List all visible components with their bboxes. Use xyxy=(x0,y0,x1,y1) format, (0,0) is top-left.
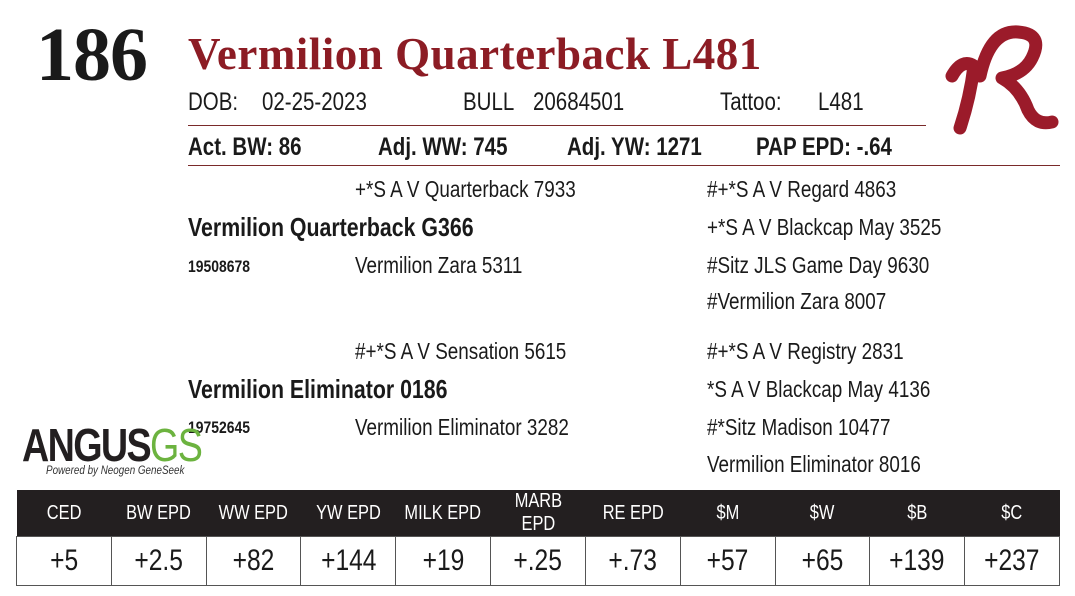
epd-header-text: MARB EPD xyxy=(514,490,562,535)
epd-header-text: $C xyxy=(1001,501,1023,524)
epd-value: +57 xyxy=(679,536,776,586)
ancestor: #+*S A V Regard 4863 xyxy=(707,176,897,202)
performance: Act. BW: 86 xyxy=(188,133,302,161)
epd-header: RE EPD xyxy=(585,490,681,537)
epd-header-text: RE EPD xyxy=(602,501,664,524)
epd-header: BW EPD xyxy=(111,490,207,537)
epd-value: +2.5 xyxy=(110,536,207,586)
brand-logo xyxy=(945,25,1059,135)
epd-value-text: +82 xyxy=(232,544,275,577)
performance: PAP EPD: -.64 xyxy=(756,133,892,161)
epd-header: $C xyxy=(964,490,1060,537)
epd-header: WW EPD xyxy=(206,490,301,537)
performance: Adj. YW: 1271 xyxy=(567,133,702,161)
epd-header-text: $B xyxy=(907,501,928,524)
lot-number: 186 xyxy=(36,13,148,97)
logo-tagline: Powered by Neogen GeneSeek xyxy=(46,463,185,477)
epd-value: +65 xyxy=(774,536,871,586)
sire-name: Vermilion Quarterback G366 xyxy=(188,212,474,242)
ancestor: Vermilion Eliminator 8016 xyxy=(707,451,921,477)
logo-angus: ANGUSGS xyxy=(22,418,203,472)
epd-header-text: $M xyxy=(716,501,739,524)
dam-name: Vermilion Eliminator 0186 xyxy=(188,374,448,404)
epd-header-row: CED BW EPD WW EPD YW EPD MILK EPD MARB EPD RE … xyxy=(16,490,1060,537)
registration: 20684501 xyxy=(533,88,625,116)
epd-header: $B xyxy=(869,490,965,537)
epd-table: CED BW EPD WW EPD YW EPD MILK EPD MARB EPD RE … xyxy=(16,490,1060,586)
epd-header: $W xyxy=(775,490,870,537)
epd-value-text: +5 xyxy=(49,544,78,577)
sire-sire: +*S A V Quarterback 7933 xyxy=(355,176,576,202)
epd-value-text: +144 xyxy=(320,544,377,577)
ancestor: #Vermilion Zara 8007 xyxy=(707,288,887,314)
sire-dam: Vermilion Zara 5311 xyxy=(355,252,523,278)
epd-value-text: +.25 xyxy=(513,544,563,577)
epd-header-text: CED xyxy=(46,501,82,524)
epd-header-text: BW EPD xyxy=(126,501,192,524)
dob: 02-25-2023 xyxy=(262,88,367,116)
ancestor: #Sitz JLS Game Day 9630 xyxy=(707,252,930,278)
logo-gs: GS xyxy=(150,419,203,471)
epd-value: +.25 xyxy=(490,536,586,586)
epd-value: +144 xyxy=(300,536,397,586)
dam-reg: 19752645 xyxy=(188,418,251,437)
divider xyxy=(188,125,926,126)
epd-value-text: +237 xyxy=(984,544,1040,577)
epd-header-text: $W xyxy=(810,501,835,524)
dob-label: DOB: xyxy=(188,88,239,116)
ancestor: *S A V Blackcap May 4136 xyxy=(707,376,931,402)
epd-value-row: +5 +2.5 +82 +144 +19 +.25 +.73 +57 +65 +139 +237 xyxy=(16,536,1060,586)
epd-header-text: WW EPD xyxy=(218,501,289,524)
logo-angus-text: ANGUS xyxy=(22,419,152,471)
epd-header: CED xyxy=(16,490,112,537)
epd-value-text: +19 xyxy=(422,544,465,577)
epd-value: +82 xyxy=(205,536,302,586)
epd-header-text: MILK EPD xyxy=(404,501,482,524)
epd-value-text: +139 xyxy=(889,544,945,577)
ancestor: #+*S A V Registry 2831 xyxy=(707,338,904,364)
epd-value-text: +57 xyxy=(706,544,749,577)
epd-value-text: +65 xyxy=(801,544,844,577)
ancestor: #*Sitz Madison 10477 xyxy=(707,414,891,440)
epd-value: +19 xyxy=(395,536,492,586)
tattoo-label: Tattoo: xyxy=(720,88,782,116)
dam-dam: Vermilion Eliminator 3282 xyxy=(355,414,569,440)
ancestor: +*S A V Blackcap May 3525 xyxy=(707,214,942,240)
performance: Adj. WW: 745 xyxy=(378,133,508,161)
epd-value-text: +2.5 xyxy=(134,544,183,577)
sex: BULL xyxy=(463,88,515,116)
dam-sire: #+*S A V Sensation 5615 xyxy=(355,338,567,364)
epd-value: +237 xyxy=(964,536,1060,586)
tattoo: L481 xyxy=(818,88,864,116)
sire-reg: 19508678 xyxy=(188,257,251,276)
epd-value-text: +.73 xyxy=(608,544,658,577)
epd-header-text: YW EPD xyxy=(315,501,381,524)
divider xyxy=(188,165,1060,166)
epd-header: YW EPD xyxy=(300,490,396,537)
epd-value: +139 xyxy=(869,536,966,586)
epd-value: +.73 xyxy=(584,536,681,586)
title: Vermilion Quarterback L481 xyxy=(188,29,762,79)
epd-header: $M xyxy=(680,490,775,537)
epd-value: +5 xyxy=(16,536,112,586)
epd-header: MARB EPD xyxy=(490,490,586,537)
epd-header: MILK EPD xyxy=(395,490,491,537)
